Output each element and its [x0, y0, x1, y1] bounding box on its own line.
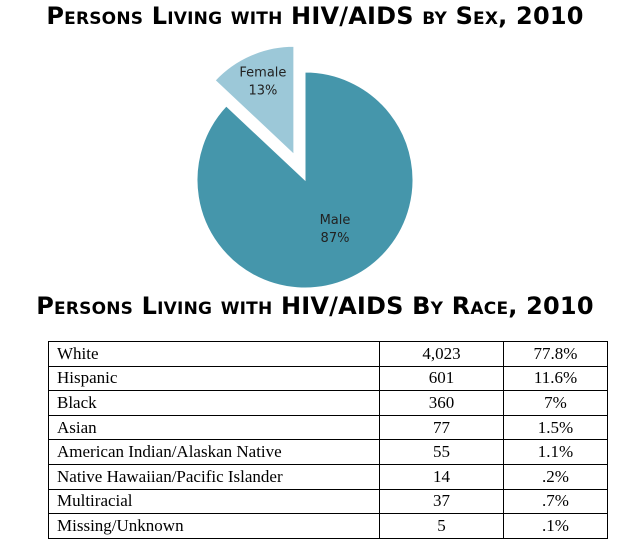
race-cell: White	[48, 341, 380, 367]
pie-label-female: Female	[239, 66, 286, 81]
table-row: Native Hawaiian/Pacific Islander 14.2%	[48, 463, 608, 490]
pie-chart-title: Persons Living with HIV/AIDS by Sex, 201…	[46, 2, 584, 30]
race-cell: Hispanic	[48, 365, 380, 392]
count-cell: 601	[379, 365, 504, 392]
percent-cell: 77.8%	[503, 341, 608, 367]
race-cell: Black	[48, 390, 380, 416]
pie-slice-male	[196, 71, 414, 289]
race-cell: Asian	[48, 414, 380, 441]
race-cell: Multiracial	[48, 488, 380, 515]
count-cell: 4,023	[379, 341, 504, 367]
percent-cell: .2%	[503, 463, 608, 490]
race-table: White 4,023 77.8% Hispanic 601 11.6% Black 360 7…	[48, 341, 608, 539]
table-row: Missing/Unknown 5.1%	[48, 513, 608, 539]
percent-cell: .7%	[503, 488, 608, 515]
count-cell: 5	[379, 513, 504, 539]
percent-cell: .1%	[503, 513, 608, 539]
table-row: American Indian/Alaskan Native 55 1.1%	[48, 439, 608, 465]
count-cell: 360	[379, 390, 504, 416]
percent-cell: 7%	[503, 390, 608, 416]
count-cell: 55	[379, 439, 504, 465]
table-row: Black 360 7%	[48, 390, 608, 416]
pie-label-male: Male	[320, 213, 351, 228]
count-cell: 37	[379, 488, 504, 515]
race-table-title: Persons Living with HIV/AIDS By Race, 20…	[36, 292, 594, 320]
count-cell: 14	[379, 463, 504, 490]
pie-value-female: 13%	[248, 84, 277, 99]
race-cell: Missing/Unknown	[48, 513, 380, 539]
percent-cell: 1.1%	[503, 439, 608, 465]
table-row: White 4,023 77.8%	[48, 341, 608, 367]
table-row: Hispanic 601 11.6%	[48, 365, 608, 392]
percent-cell: 11.6%	[503, 365, 608, 392]
table-row: Asian 77 1.5%	[48, 414, 608, 441]
race-cell: Native Hawaiian/Pacific Islander	[48, 463, 380, 490]
pie-slice-female	[214, 45, 295, 156]
race-cell: American Indian/Alaskan Native	[48, 439, 380, 465]
pie-value-male: 87%	[321, 231, 350, 246]
table-row: Multiracial 37.7%	[48, 488, 608, 515]
count-cell: 77	[379, 414, 504, 441]
percent-cell: 1.5%	[503, 414, 608, 441]
sex-pie-chart: Male 87% Female 13%	[196, 45, 414, 289]
